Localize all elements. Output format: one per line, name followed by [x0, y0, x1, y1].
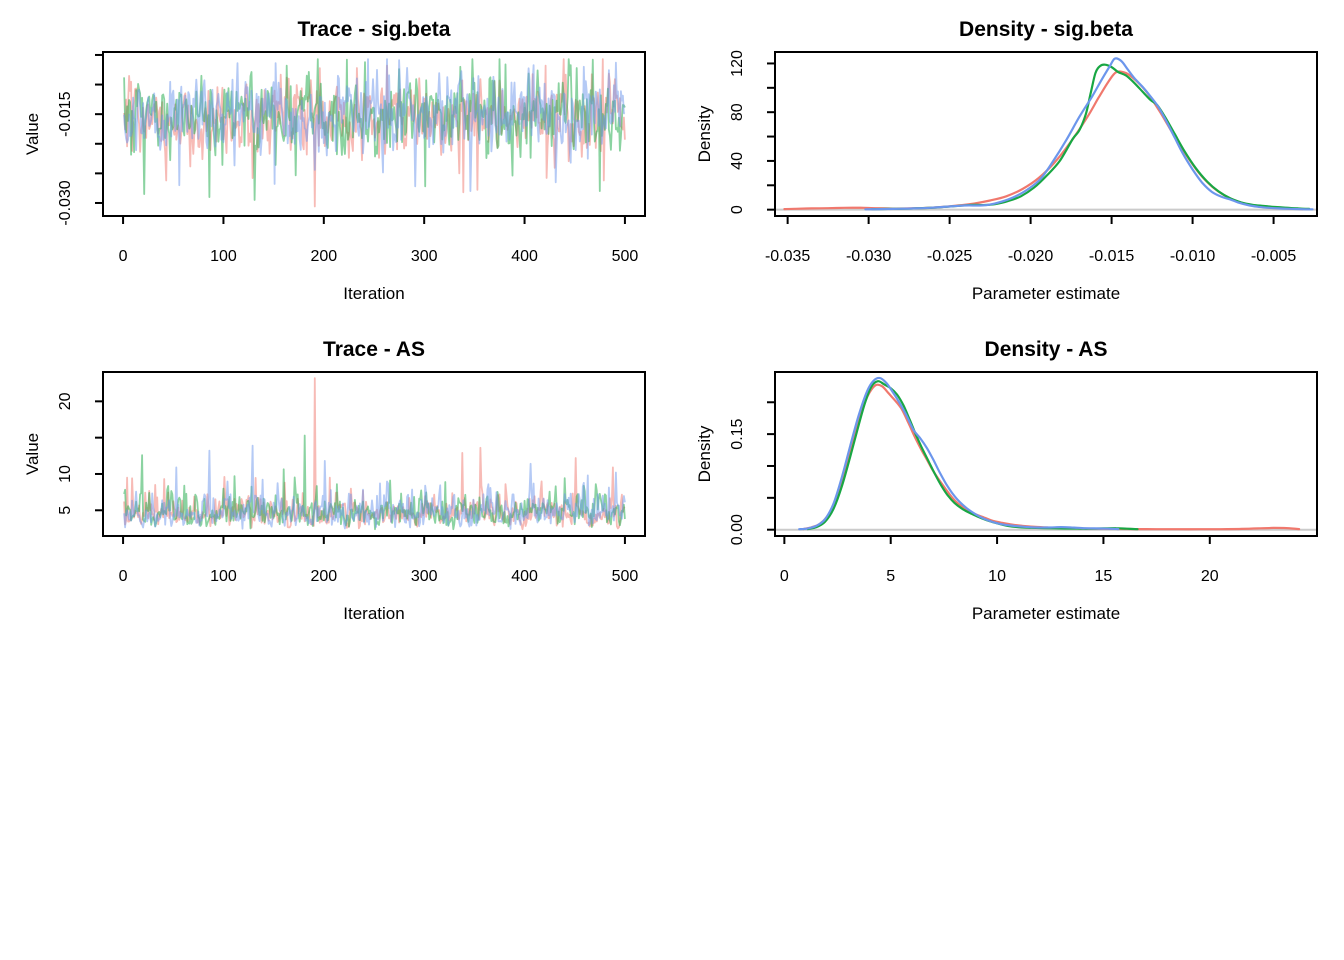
density-curve-chain-1 — [783, 70, 1304, 211]
density-sig-beta-data-region — [776, 57, 1316, 211]
x-axis-label: Parameter estimate — [972, 604, 1120, 623]
panel-title: Density - sig.beta — [959, 18, 1133, 41]
panel-title: Density - AS — [985, 338, 1108, 361]
x-tick-label: 500 — [612, 568, 639, 585]
plot-box — [102, 51, 646, 217]
y-tick-label: 0.15 — [729, 418, 746, 449]
y-axis-label: Density — [695, 425, 714, 482]
x-tick-label: 20 — [1201, 568, 1219, 585]
x-axis-label: Iteration — [343, 604, 404, 623]
plot-box — [102, 371, 646, 537]
x-tick-label: 400 — [511, 248, 538, 265]
y-tick-label: 10 — [57, 465, 74, 483]
x-tick-label: -0.005 — [1251, 248, 1296, 265]
x-tick-label: 15 — [1095, 568, 1113, 585]
x-axis-label: Parameter estimate — [972, 284, 1120, 303]
y-tick-label: 5 — [57, 506, 74, 515]
x-axis-label: Iteration — [343, 284, 404, 303]
density-sig-beta-plot: Density - sig.beta Parameter estimate Dens… — [695, 18, 1318, 303]
x-tick-label: -0.025 — [927, 248, 972, 265]
density-as-plot: Density - AS Parameter estimate Density 0 5 1… — [695, 338, 1318, 623]
panel-title: Trace - sig.beta — [298, 18, 451, 41]
panel-title: Trace - AS — [323, 338, 425, 361]
panel-trace-sig-beta: Trace - sig.beta Iteration Value 0 100 200 300… — [0, 0, 672, 320]
density-curve-chain-1 — [802, 383, 1301, 531]
trace-line-chain-3 — [123, 444, 626, 530]
y-tick-label: 20 — [57, 392, 74, 410]
x-tick-label: 0 — [119, 248, 128, 265]
x-tick-label: 10 — [988, 568, 1006, 585]
trace-sig-beta-plot: Trace - sig.beta Iteration Value 0 100 200 300… — [23, 18, 646, 303]
x-tick-label: -0.030 — [846, 248, 891, 265]
y-axis-label: Value — [23, 433, 42, 475]
x-tick-label: 0 — [780, 568, 789, 585]
trace-sig-beta-data-region — [123, 58, 626, 208]
y-tick-label: 40 — [729, 152, 746, 170]
x-tick-label: 500 — [612, 248, 639, 265]
x-tick-label: 400 — [511, 568, 538, 585]
y-tick-label: -0.015 — [57, 91, 74, 136]
x-tick-label: 5 — [886, 568, 895, 585]
x-tick-label: 200 — [310, 248, 337, 265]
density-curve-chain-2 — [806, 380, 1139, 531]
x-tick-label: -0.015 — [1089, 248, 1134, 265]
x-tick-label: 200 — [310, 568, 337, 585]
y-tick-label: 0 — [729, 205, 746, 214]
density-curve-chain-3 — [864, 57, 1314, 211]
plot-box — [774, 51, 1318, 217]
trace-as-data-region — [123, 377, 626, 531]
x-tick-label: -0.020 — [1008, 248, 1053, 265]
plot-box — [774, 371, 1318, 537]
x-tick-label: -0.035 — [765, 248, 810, 265]
panel-density-sig-beta: Density - sig.beta Parameter estimate Dens… — [672, 0, 1344, 320]
x-tick-label: 100 — [210, 568, 237, 585]
y-tick-label: 120 — [729, 50, 746, 77]
x-tick-label: 300 — [411, 248, 438, 265]
y-tick-label: 80 — [729, 103, 746, 121]
y-axis-label: Value — [23, 113, 42, 155]
density-curve-chain-2 — [870, 63, 1311, 211]
trace-as-plot: Trace - AS Iteration Value 0 100 200 300 400 500… — [23, 338, 646, 623]
trace-line-chain-3 — [123, 58, 626, 192]
panel-density-as: Density - AS Parameter estimate Density 0 5 1… — [672, 320, 1344, 640]
x-tick-label: 100 — [210, 248, 237, 265]
x-tick-label: 300 — [411, 568, 438, 585]
y-tick-label: -0.030 — [57, 180, 74, 225]
y-tick-label: 0.00 — [729, 514, 746, 545]
panel-trace-as: Trace - AS Iteration Value 0 100 200 300 400 500… — [0, 320, 672, 640]
x-tick-label: 0 — [119, 568, 128, 585]
y-axis-label: Density — [695, 105, 714, 162]
density-as-data-region — [776, 376, 1316, 531]
density-curve-chain-3 — [798, 376, 1120, 531]
x-tick-label: -0.010 — [1170, 248, 1215, 265]
